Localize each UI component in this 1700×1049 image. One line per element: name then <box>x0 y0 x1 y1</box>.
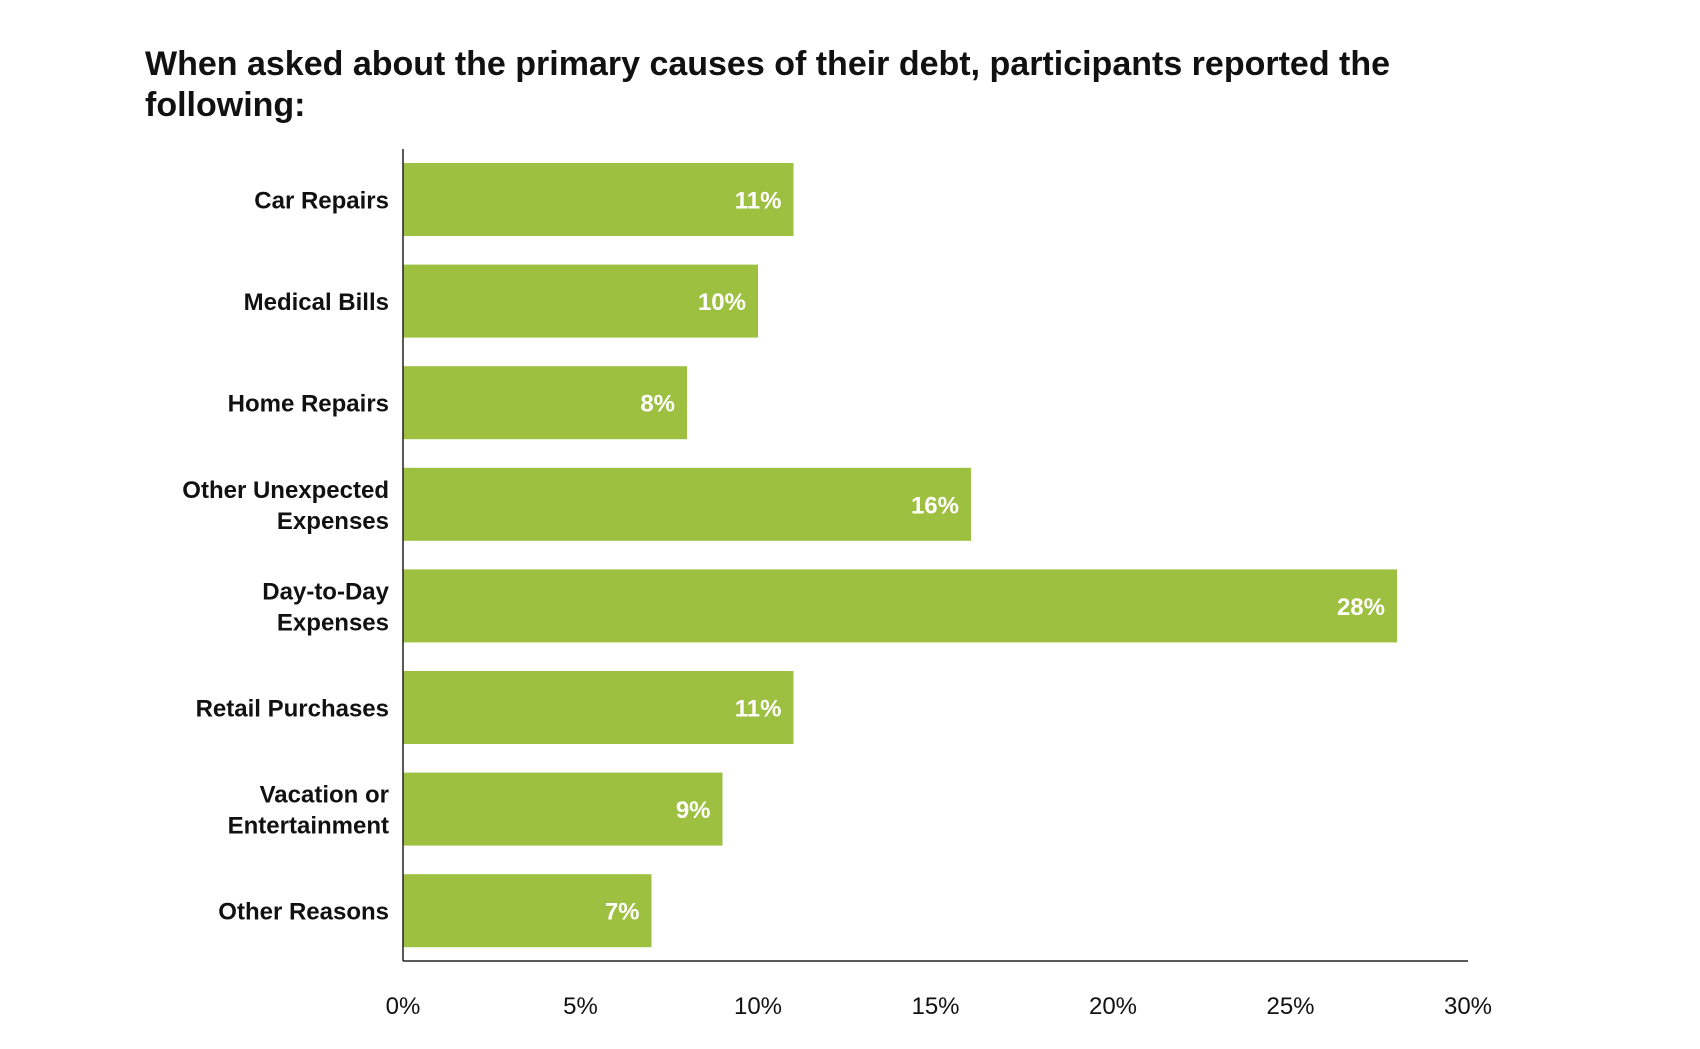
data-label: 16% <box>911 492 959 519</box>
data-label: 8% <box>640 391 675 418</box>
bar <box>403 569 1397 643</box>
category-label: Retail Purchases <box>196 696 389 723</box>
data-label: 7% <box>605 899 640 926</box>
category-label: Other Unexpected <box>182 477 389 504</box>
category-label: Expenses <box>277 609 389 636</box>
chart-title: When asked about the primary causes of t… <box>145 45 1391 124</box>
category-label: Medical Bills <box>244 289 389 316</box>
x-tick-label: 0% <box>386 993 421 1020</box>
bar <box>403 671 794 744</box>
data-label: 10% <box>698 289 746 316</box>
data-label: 9% <box>676 797 711 824</box>
bar <box>403 772 723 846</box>
category-label: Expenses <box>277 508 389 535</box>
x-tick-label: 15% <box>911 993 959 1020</box>
bar <box>403 366 687 440</box>
category-label: Car Repairs <box>254 188 389 215</box>
category-label: Entertainment <box>228 813 389 840</box>
bar <box>403 163 794 236</box>
x-tick-label: 5% <box>563 993 598 1020</box>
bar <box>403 467 971 541</box>
x-tick-label: 10% <box>734 993 782 1020</box>
x-tick-label: 25% <box>1266 993 1314 1020</box>
bar <box>403 264 758 338</box>
bar <box>403 874 652 948</box>
data-label: 28% <box>1337 594 1385 621</box>
category-label: Other Reasons <box>218 899 389 926</box>
data-label: 11% <box>735 188 782 215</box>
category-label: Home Repairs <box>228 391 389 418</box>
category-label: Day-to-Day <box>262 578 389 605</box>
data-label: 11% <box>735 696 782 723</box>
x-tick-label: 20% <box>1089 993 1137 1020</box>
x-tick-label: 30% <box>1444 993 1492 1020</box>
category-label: Vacation or <box>260 782 389 809</box>
